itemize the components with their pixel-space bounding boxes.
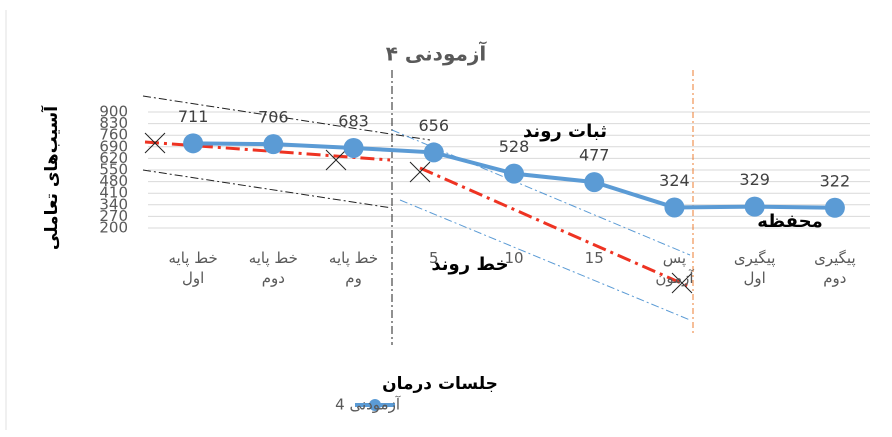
annotation: ثبات روند [523, 121, 607, 142]
cross-mark [326, 150, 346, 170]
x-axis-label: جلسات درمان [382, 374, 498, 394]
data-point [263, 134, 283, 154]
data-label: 324 [659, 171, 690, 190]
x-tick-label: پیگیری اول [723, 248, 787, 288]
x-tick-label: خط پایه اول [161, 248, 225, 288]
guide-line [143, 170, 392, 208]
data-point [344, 138, 364, 158]
data-point [584, 172, 604, 192]
x-tick-label: 5 [402, 248, 466, 268]
x-tick-label: پس آزمون [642, 248, 706, 288]
data-label: 322 [820, 171, 851, 190]
data-point [183, 133, 203, 153]
data-label: 711 [178, 107, 209, 126]
chart: آزمودنی ۴ آسیب‌های تعاملی جلسات درمان 20… [0, 0, 892, 437]
chart-title: آزمودنی ۴ [386, 41, 488, 66]
y-axis-label: آسیب‌های تعاملی [40, 105, 62, 250]
data-point [424, 142, 444, 162]
data-label: 656 [419, 116, 450, 135]
x-tick-label: 15 [562, 248, 626, 268]
x-tick-label: 10 [482, 248, 546, 268]
data-point [504, 164, 524, 184]
x-tick-label: خط پایه دوم [241, 248, 305, 288]
page: آزمودنی ۴ آسیب‌های تعاملی جلسات درمان 20… [0, 0, 892, 437]
data-label: 329 [739, 170, 770, 189]
x-tick-label: پیگیری دوم [803, 248, 867, 288]
data-label: 683 [338, 111, 369, 130]
data-point [825, 198, 845, 218]
x-tick-label: خط پایه وم [322, 248, 386, 288]
data-label: 706 [258, 108, 289, 127]
y-tick-label: 900 [99, 103, 128, 121]
data-point [664, 197, 684, 217]
annotation: محفظه [757, 211, 823, 232]
legend-label: آزمودنی 4 [335, 396, 401, 414]
data-label: 477 [579, 146, 610, 165]
